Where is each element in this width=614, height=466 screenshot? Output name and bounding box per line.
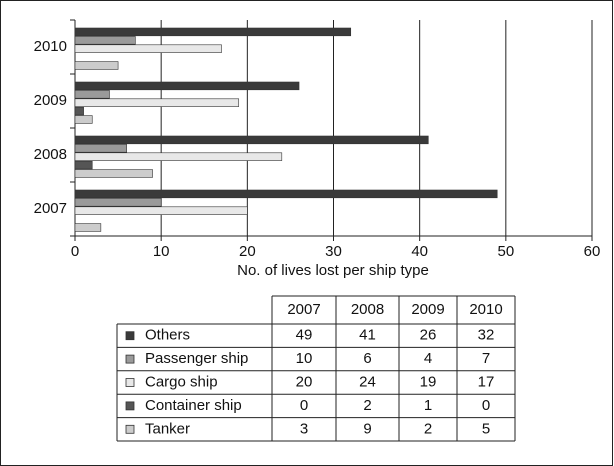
table-cell: 5	[482, 420, 490, 437]
table-cell: 6	[363, 350, 371, 367]
bar	[74, 160, 93, 170]
x-axis-label: No. of lives lost per ship type	[237, 262, 429, 279]
table-cell: 4	[424, 350, 432, 367]
table-header: 2007	[287, 301, 320, 318]
table-header: 2010	[469, 301, 502, 318]
x-tick-label: 60	[584, 243, 601, 260]
legend-label: Container ship	[145, 397, 242, 414]
bar	[74, 169, 153, 178]
table-cell: 19	[420, 373, 437, 390]
table-header: 2009	[411, 301, 444, 318]
bar	[74, 223, 102, 232]
bar	[74, 152, 283, 161]
table-cell: 2	[424, 420, 432, 437]
bar	[74, 44, 222, 53]
bar	[74, 81, 300, 91]
x-tick-label: 0	[71, 243, 79, 260]
y-tick-label: 2008	[34, 146, 67, 163]
legend-swatch	[125, 401, 135, 411]
bar	[74, 189, 498, 199]
table-header: 2008	[351, 301, 384, 318]
table-cell: 0	[482, 397, 490, 414]
x-tick-label: 50	[497, 243, 514, 260]
bar	[74, 36, 136, 45]
x-tick-label: 20	[239, 243, 256, 260]
bar	[74, 106, 84, 116]
table-cell: 10	[296, 350, 313, 367]
table-cell: 7	[482, 350, 490, 367]
bar	[74, 135, 429, 145]
bar	[74, 27, 352, 37]
table-cell: 41	[359, 327, 376, 344]
table-cell: 49	[296, 327, 313, 344]
x-tick-label: 10	[153, 243, 170, 260]
bar	[74, 98, 240, 107]
legend-swatch	[125, 331, 135, 341]
table-cell: 20	[296, 373, 313, 390]
bar	[74, 206, 248, 215]
table-cell: 17	[478, 373, 495, 390]
bar	[74, 144, 128, 153]
y-tick-label: 2010	[34, 38, 67, 55]
legend-label: Cargo ship	[145, 373, 218, 390]
y-tick-label: 2007	[34, 200, 67, 217]
legend-swatch	[125, 354, 135, 364]
table-cell: 26	[420, 327, 437, 344]
table-cell: 0	[300, 397, 308, 414]
table-cell: 32	[478, 327, 495, 344]
x-tick-label: 40	[411, 243, 428, 260]
legend-label: Tanker	[145, 420, 190, 437]
legend-swatch	[125, 424, 135, 434]
table-cell: 9	[363, 420, 371, 437]
legend-swatch	[125, 378, 135, 387]
table-cell: 24	[359, 373, 376, 390]
bar	[74, 61, 119, 70]
bar	[74, 90, 110, 99]
bar	[74, 198, 162, 207]
y-tick-label: 2009	[34, 92, 67, 109]
table-cell: 2	[363, 397, 371, 414]
legend-label: Others	[145, 327, 190, 344]
table-cell: 3	[300, 420, 308, 437]
legend-label: Passenger ship	[145, 350, 248, 367]
x-tick-label: 30	[325, 243, 342, 260]
table-cell: 1	[424, 397, 432, 414]
bar	[74, 115, 93, 124]
